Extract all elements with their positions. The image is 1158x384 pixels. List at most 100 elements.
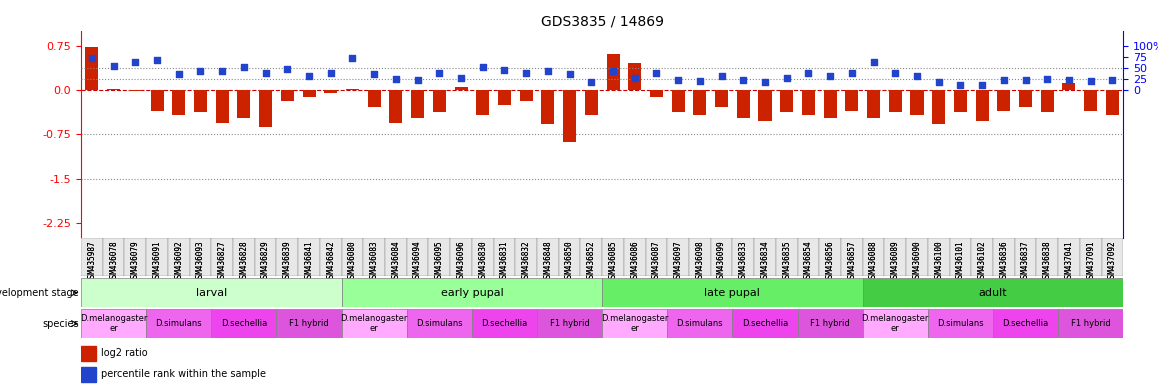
- Text: GSM436097: GSM436097: [674, 240, 683, 281]
- FancyBboxPatch shape: [537, 309, 602, 338]
- Text: GSM436856: GSM436856: [826, 240, 835, 281]
- FancyBboxPatch shape: [992, 309, 1058, 338]
- Text: GSM436088: GSM436088: [868, 240, 878, 281]
- Point: [712, 73, 731, 79]
- Text: D.simulans: D.simulans: [416, 319, 463, 328]
- Point: [886, 70, 904, 76]
- Text: GSM436839: GSM436839: [283, 240, 292, 281]
- FancyBboxPatch shape: [342, 309, 406, 338]
- Text: GSM436092: GSM436092: [174, 240, 183, 281]
- Text: GSM436830: GSM436830: [478, 240, 488, 281]
- FancyBboxPatch shape: [233, 238, 255, 276]
- FancyBboxPatch shape: [81, 309, 146, 338]
- Text: D.melanogaster
er: D.melanogaster er: [862, 314, 929, 333]
- Text: GSM437091: GSM437091: [1086, 240, 1095, 281]
- Text: GSM436830: GSM436830: [478, 240, 488, 281]
- Text: GSM436850: GSM436850: [565, 240, 574, 281]
- Text: late pupal: late pupal: [704, 288, 761, 298]
- Point: [908, 73, 926, 79]
- Text: GSM436857: GSM436857: [848, 240, 857, 281]
- FancyBboxPatch shape: [1058, 238, 1079, 276]
- Text: D.sechellia: D.sechellia: [221, 319, 267, 328]
- Text: GSM436098: GSM436098: [695, 240, 704, 281]
- Text: GSM436080: GSM436080: [347, 240, 357, 281]
- Text: GSM436101: GSM436101: [955, 240, 965, 281]
- FancyBboxPatch shape: [81, 238, 103, 276]
- Bar: [1041, 90, 1054, 113]
- FancyBboxPatch shape: [798, 238, 819, 276]
- Text: GSM436833: GSM436833: [739, 240, 748, 281]
- Point: [104, 63, 123, 69]
- Point: [864, 60, 882, 66]
- Bar: [498, 90, 511, 105]
- Bar: [889, 90, 902, 113]
- Point: [169, 71, 188, 78]
- Bar: [107, 89, 120, 90]
- Text: GSM436084: GSM436084: [391, 240, 401, 281]
- Bar: [650, 90, 662, 97]
- Bar: [86, 47, 98, 90]
- Bar: [1063, 83, 1076, 90]
- Point: [496, 67, 514, 73]
- Text: GSM436091: GSM436091: [153, 240, 162, 281]
- Text: GSM436828: GSM436828: [240, 240, 249, 281]
- FancyBboxPatch shape: [299, 238, 320, 276]
- Point: [430, 70, 448, 76]
- Bar: [628, 63, 642, 90]
- FancyBboxPatch shape: [732, 309, 798, 338]
- Point: [516, 70, 535, 76]
- Text: F1 hybrid: F1 hybrid: [811, 319, 850, 328]
- Point: [995, 77, 1013, 83]
- Text: D.sechellia: D.sechellia: [1003, 319, 1049, 328]
- Bar: [367, 90, 381, 106]
- Text: GSM436099: GSM436099: [717, 240, 726, 281]
- Text: GSM436837: GSM436837: [1021, 240, 1031, 281]
- FancyBboxPatch shape: [602, 238, 624, 276]
- FancyBboxPatch shape: [580, 238, 602, 276]
- FancyBboxPatch shape: [1101, 238, 1123, 276]
- Point: [300, 73, 318, 79]
- Bar: [389, 90, 402, 122]
- FancyBboxPatch shape: [190, 238, 211, 276]
- Bar: [736, 90, 750, 118]
- Bar: [237, 90, 250, 118]
- FancyBboxPatch shape: [624, 238, 645, 276]
- FancyBboxPatch shape: [602, 278, 863, 307]
- FancyBboxPatch shape: [342, 238, 364, 276]
- Point: [951, 81, 969, 88]
- Text: GSM436854: GSM436854: [804, 240, 813, 281]
- FancyBboxPatch shape: [798, 309, 863, 338]
- Text: adult: adult: [979, 288, 1007, 298]
- Point: [647, 70, 666, 76]
- Text: GSM436852: GSM436852: [587, 240, 596, 281]
- Text: GSM436835: GSM436835: [782, 240, 791, 281]
- Text: GSM436829: GSM436829: [261, 240, 270, 281]
- Point: [1038, 76, 1056, 82]
- Text: GSM436841: GSM436841: [305, 240, 314, 281]
- Text: D.melanogaster
er: D.melanogaster er: [80, 314, 147, 333]
- Bar: [563, 90, 576, 142]
- FancyBboxPatch shape: [667, 309, 732, 338]
- Text: GSM436831: GSM436831: [500, 240, 510, 281]
- Text: GSM436841: GSM436841: [305, 240, 314, 281]
- Text: GSM436829: GSM436829: [261, 240, 270, 281]
- FancyBboxPatch shape: [493, 238, 515, 276]
- Text: GSM436078: GSM436078: [109, 240, 118, 281]
- Bar: [823, 90, 836, 118]
- FancyBboxPatch shape: [754, 238, 776, 276]
- Text: percentile rank within the sample: percentile rank within the sample: [102, 369, 266, 379]
- FancyBboxPatch shape: [384, 238, 406, 276]
- Text: GSM436099: GSM436099: [717, 240, 726, 281]
- Bar: [758, 90, 771, 121]
- Bar: [975, 90, 989, 121]
- FancyBboxPatch shape: [364, 238, 384, 276]
- FancyBboxPatch shape: [515, 238, 537, 276]
- Text: GSM436089: GSM436089: [891, 240, 900, 281]
- Text: D.sechellia: D.sechellia: [742, 319, 789, 328]
- FancyBboxPatch shape: [146, 238, 168, 276]
- Text: GSM436100: GSM436100: [935, 240, 944, 281]
- FancyBboxPatch shape: [667, 238, 689, 276]
- Text: GSM436832: GSM436832: [521, 240, 530, 281]
- Text: GSM436839: GSM436839: [283, 240, 292, 281]
- Text: GSM436084: GSM436084: [391, 240, 401, 281]
